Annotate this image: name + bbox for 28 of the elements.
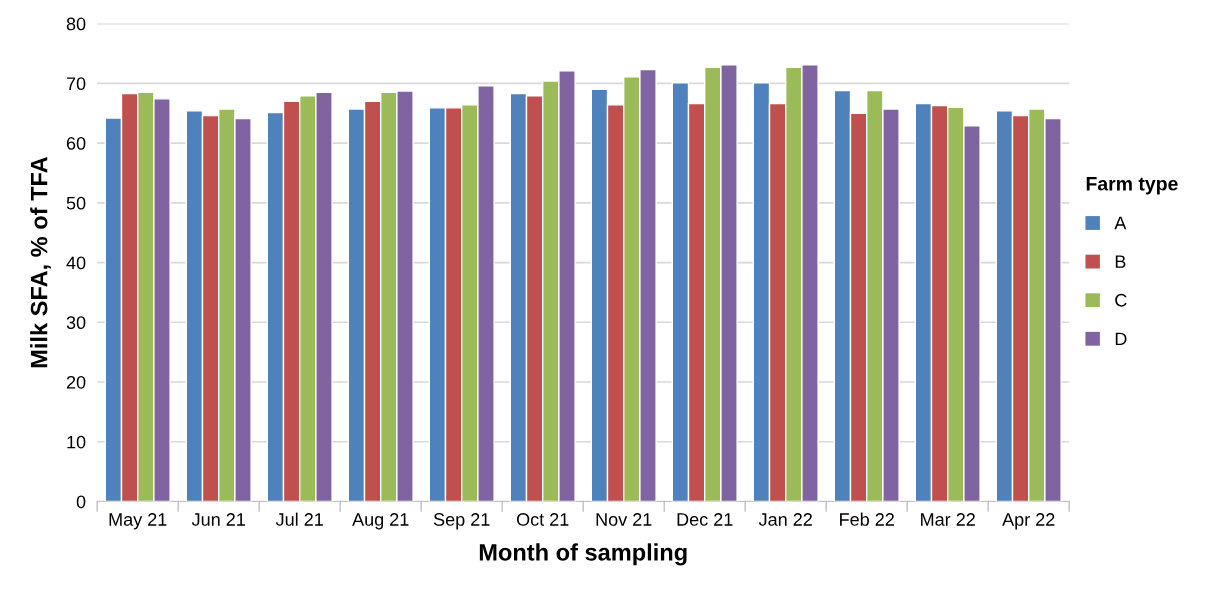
x-tick-label: Oct 21: [516, 513, 569, 526]
x-tick-label: Jan 22: [758, 513, 812, 526]
y-axis-title: Milk SFA, % of TFA: [30, 156, 51, 368]
legend-label: C: [1115, 293, 1127, 307]
legend-label: A: [1114, 216, 1127, 230]
legend-label: B: [1115, 255, 1126, 268]
x-tick-label: May 21: [109, 513, 167, 530]
y-tick-label: 60: [66, 137, 86, 150]
y-tick-label: 40: [66, 256, 86, 270]
x-tick-label: Sep 21: [433, 513, 490, 530]
y-tick-label: 30: [66, 316, 86, 330]
y-tick-label: 80: [66, 17, 86, 31]
legend-title: Farm type: [1086, 177, 1178, 195]
x-tick-label: Apr 22: [1002, 513, 1055, 530]
x-tick-label: Aug 21: [352, 513, 409, 530]
x-tick-label: Nov 21: [596, 513, 652, 526]
y-tick-label: 50: [66, 196, 86, 210]
y-tick-label: 0: [76, 495, 86, 509]
x-tick-label: Mar 22: [921, 513, 975, 526]
legend-label: D: [1115, 332, 1127, 346]
x-tick-label: Jun 21: [191, 513, 245, 526]
y-tick-label: 20: [66, 375, 86, 389]
y-tick-label: 70: [66, 77, 86, 91]
x-tick-label: Dec 21: [677, 513, 733, 526]
x-tick-label: Jul 21: [275, 512, 323, 526]
y-tick-label: 10: [67, 435, 86, 449]
x-axis-title: Month of sampling: [479, 543, 687, 566]
x-tick-label: Feb 22: [840, 512, 894, 526]
